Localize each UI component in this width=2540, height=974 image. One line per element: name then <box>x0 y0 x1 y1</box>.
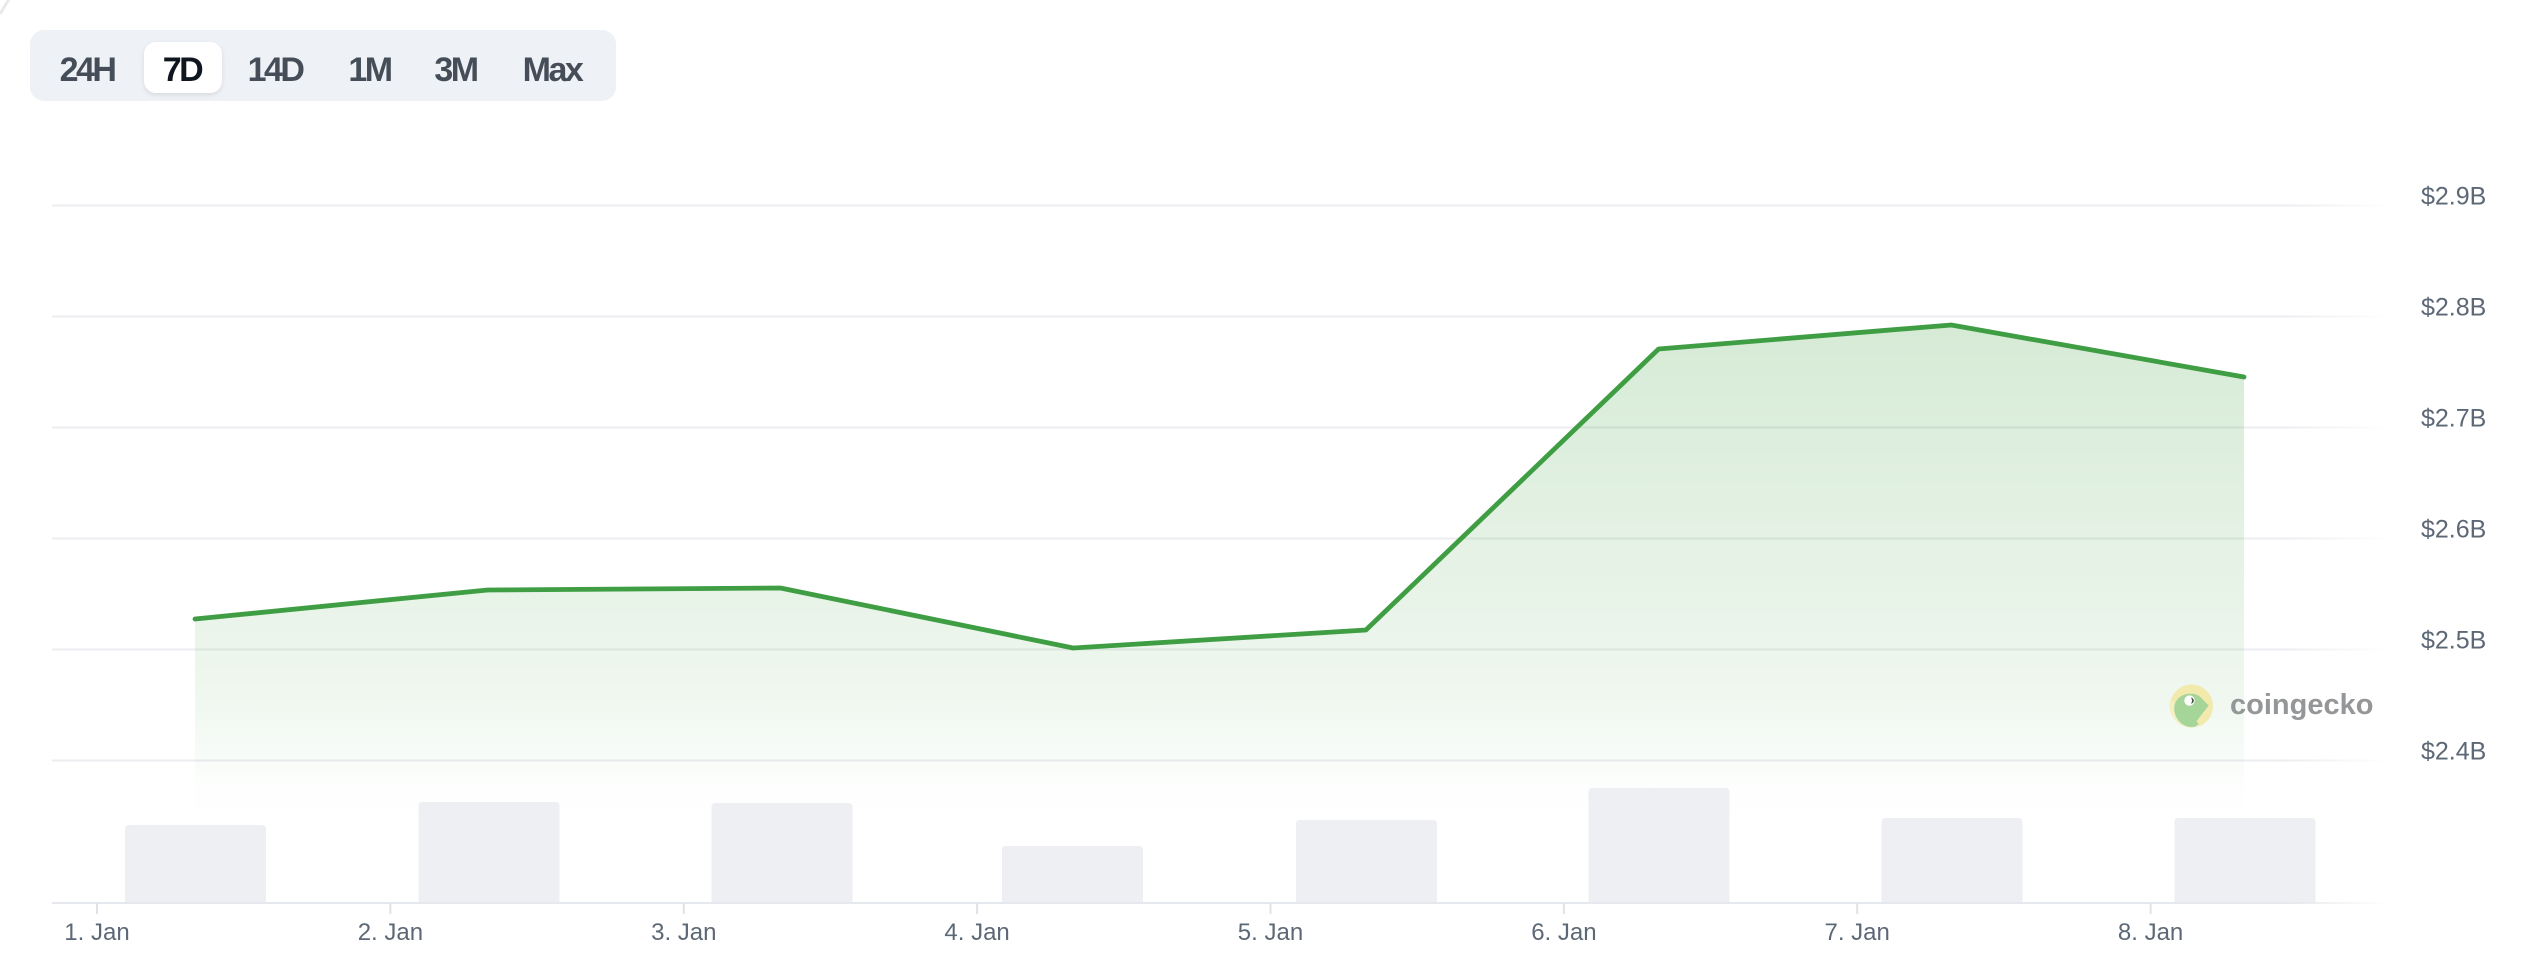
svg-text:coingecko: coingecko <box>2230 689 2373 721</box>
